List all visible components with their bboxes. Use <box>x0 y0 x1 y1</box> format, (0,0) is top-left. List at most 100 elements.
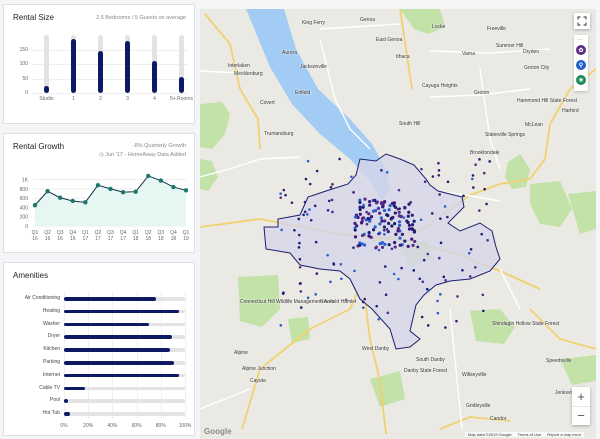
rental-marker[interactable] <box>340 277 343 281</box>
rental-marker[interactable] <box>368 203 372 207</box>
rental-marker[interactable] <box>378 280 382 284</box>
rental-marker[interactable] <box>379 216 383 220</box>
rental-marker[interactable] <box>388 203 392 208</box>
rental-marker[interactable] <box>326 208 330 212</box>
rental-marker[interactable] <box>299 306 303 309</box>
rental-marker[interactable] <box>350 175 353 179</box>
fullscreen-button[interactable] <box>574 13 590 29</box>
rental-marker[interactable] <box>383 265 387 268</box>
rental-marker[interactable] <box>313 204 317 208</box>
rental-marker[interactable] <box>329 280 332 284</box>
rental-marker[interactable] <box>298 257 302 261</box>
rental-marker[interactable] <box>368 199 372 204</box>
rental-marker[interactable] <box>468 275 472 278</box>
rental-marker[interactable] <box>315 272 319 275</box>
amenity-bar[interactable] <box>64 348 185 352</box>
rental-marker[interactable] <box>392 272 396 276</box>
rental-marker[interactable] <box>385 171 389 174</box>
rental-marker[interactable] <box>393 221 397 226</box>
rental-marker[interactable] <box>469 248 473 251</box>
amenity-bar[interactable] <box>64 399 185 403</box>
amenity-bar[interactable] <box>64 386 185 391</box>
rental-marker[interactable] <box>282 188 286 192</box>
rental-marker[interactable] <box>390 224 394 228</box>
amenity-bar[interactable] <box>64 412 185 416</box>
data-point[interactable] <box>45 189 50 194</box>
rental-marker[interactable] <box>481 293 485 297</box>
rental-marker[interactable] <box>456 295 459 298</box>
rental-marker[interactable] <box>355 224 359 228</box>
rental-marker[interactable] <box>379 201 384 205</box>
rental-marker[interactable] <box>386 311 390 315</box>
rental-marker[interactable] <box>483 187 486 191</box>
map[interactable]: King Ferry Genoa East Genoa Aurora Interlake… <box>200 9 596 439</box>
rental-marker[interactable] <box>398 243 402 247</box>
rental-marker[interactable] <box>363 197 367 201</box>
rental-marker[interactable] <box>371 209 376 213</box>
rental-marker[interactable] <box>393 211 397 215</box>
rental-marker[interactable] <box>412 269 416 272</box>
rental-marker[interactable] <box>390 201 395 205</box>
rental-marker[interactable] <box>361 216 366 220</box>
rental-marker[interactable] <box>416 245 420 249</box>
rental-marker[interactable] <box>366 216 370 221</box>
rental-marker[interactable] <box>358 198 362 202</box>
zoom-in-button[interactable]: + <box>577 389 585 404</box>
rental-marker[interactable] <box>383 219 387 223</box>
rental-marker[interactable] <box>443 205 447 208</box>
rental-marker[interactable] <box>474 163 477 167</box>
rental-marker[interactable] <box>437 169 441 172</box>
layer-green-icon[interactable]: ✳ <box>576 75 586 85</box>
rental-marker[interactable] <box>371 228 376 232</box>
rental-marker[interactable] <box>394 205 398 210</box>
rental-marker[interactable] <box>369 215 374 219</box>
rental-marker[interactable] <box>397 214 401 218</box>
rental-marker[interactable] <box>297 246 301 249</box>
data-point[interactable] <box>32 202 38 208</box>
rental-marker[interactable] <box>420 315 424 319</box>
bar-track[interactable] <box>71 35 76 93</box>
rental-marker[interactable] <box>330 198 334 202</box>
rental-marker[interactable] <box>362 243 367 247</box>
rental-marker[interactable] <box>470 177 474 181</box>
rental-marker[interactable] <box>410 223 415 227</box>
data-point[interactable] <box>95 183 101 188</box>
rental-marker[interactable] <box>426 252 430 256</box>
rental-marker[interactable] <box>400 215 404 219</box>
rental-marker[interactable] <box>412 230 417 234</box>
rental-marker[interactable] <box>411 243 415 247</box>
rental-marker[interactable] <box>327 199 331 203</box>
rental-marker[interactable] <box>439 293 442 296</box>
rental-marker[interactable] <box>407 223 411 228</box>
rental-marker[interactable] <box>378 222 382 226</box>
data-point[interactable] <box>108 186 113 192</box>
rental-marker[interactable] <box>393 245 397 249</box>
rental-marker[interactable] <box>402 216 406 219</box>
data-point[interactable] <box>57 195 63 200</box>
rental-marker[interactable] <box>293 228 296 232</box>
rental-marker[interactable] <box>396 229 400 233</box>
layer-blue-icon[interactable]: ⚲ <box>576 60 586 70</box>
rental-marker[interactable] <box>383 233 386 236</box>
rental-marker[interactable] <box>339 263 343 266</box>
rental-marker[interactable] <box>303 200 307 204</box>
rental-marker[interactable] <box>423 180 427 184</box>
rental-marker[interactable] <box>376 200 379 204</box>
rental-marker[interactable] <box>380 245 385 249</box>
rental-marker[interactable] <box>280 228 283 232</box>
rental-marker[interactable] <box>314 240 318 244</box>
rental-marker[interactable] <box>367 230 371 235</box>
data-point[interactable] <box>70 198 75 204</box>
rental-marker[interactable] <box>406 214 410 218</box>
rental-marker[interactable] <box>352 246 355 249</box>
rental-marker[interactable] <box>359 221 364 225</box>
rental-marker[interactable] <box>362 203 365 207</box>
rental-marker[interactable] <box>378 211 382 215</box>
rental-marker[interactable] <box>382 208 387 213</box>
rental-marker[interactable] <box>462 194 465 198</box>
layer-purple-icon[interactable]: ✿ <box>576 45 586 55</box>
rental-marker[interactable] <box>421 280 425 284</box>
rental-marker[interactable] <box>397 210 401 214</box>
rental-marker[interactable] <box>363 297 367 301</box>
rental-marker[interactable] <box>344 298 348 302</box>
